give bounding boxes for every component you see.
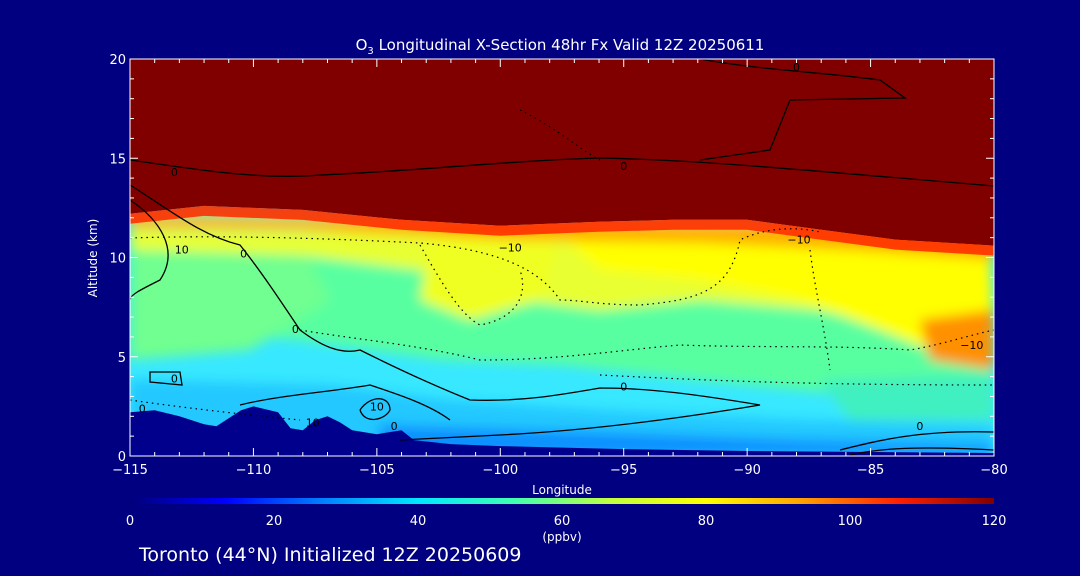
colorbar-ticks: 0 20 40 60 80 100 120 [126,514,1007,529]
plot-area: 0 0 10 0 0 0 10 10 0 −10 0 −10 0 0 −10 0 [130,59,994,456]
contour-dotted-lines [130,109,994,421]
contour-label: 0 [620,381,627,394]
contour-label: 0 [240,248,247,261]
contour-label: 10 [306,416,320,429]
colorbar-tick-label: 80 [698,514,715,529]
tropopause-transition [130,205,994,256]
blob-yellow-right [560,235,994,350]
y-axis: 0 5 10 15 20 [109,53,994,465]
colorbar-tick-label: 40 [410,514,427,529]
contour-label: 0 [620,160,627,173]
colorbar-tick-label: 100 [838,514,863,529]
contour-solid-right-low2 [849,447,994,456]
blob-green-left [130,230,330,360]
contour-solid-loop2 [149,371,183,386]
x-tick-label: −95 [610,463,637,478]
contour-dotted-1 [130,228,821,306]
contour-label: 0 [139,402,146,415]
colorbar-tick-label: 120 [982,514,1007,529]
blob-yellow-center [420,235,560,320]
blob-orange-right [920,310,994,370]
contour-label: 10 [175,244,189,257]
x-axis-label: Longitude [532,483,592,497]
contour-label: 0 [171,373,178,386]
contour-label: −10 [787,234,810,247]
y-tick-label: 20 [109,53,126,68]
y-tick-label: 15 [109,152,126,167]
contour-dotted-2 [419,244,524,326]
contour-solid-upper [130,157,994,187]
contour-dotted-3 [809,249,831,371]
colorbar [130,498,994,504]
x-tick-label: −90 [733,463,760,478]
contour-solid-left [130,184,761,441]
contour-solid-low [239,384,451,421]
x-tick-label: −100 [482,463,518,478]
contour-dotted-7 [519,109,601,161]
x-tick-label: −115 [112,463,148,478]
footer-location: Toronto (44°N) Initialized 12Z 20250609 [138,544,522,566]
stratosphere-region [130,59,994,246]
colorbar-tick-label: 60 [554,514,571,529]
contour-label: 0 [171,166,178,179]
contour-solid-left2 [130,199,169,301]
y-axis-label: Altitude (km) [86,219,100,298]
x-tick-label: −80 [980,463,1007,478]
contour-label: 10 [370,400,384,413]
colorbar-tick-label: 20 [266,514,283,529]
blob-greenish-right-low [820,375,994,420]
x-axis: −115 −110 −105 −100 −95 −90 −85 −80 [112,59,1008,478]
contour-label: −10 [960,339,983,352]
contour-solid-top [699,59,907,161]
colorbar-tick-label: 0 [126,514,134,529]
x-tick-label: −85 [857,463,884,478]
contour-lines [130,59,994,456]
contour-label: 0 [793,61,800,74]
y-tick-label: 0 [118,450,126,465]
contour-label: 0 [292,323,299,336]
y-tick-label: 10 [109,252,126,267]
colorbar-label: (ppbv) [542,530,581,544]
contour-solid-right-low [839,431,994,451]
chart-title: O3 Longitudinal X-Section 48hr Fx Valid … [356,36,765,57]
contour-label: 0 [391,420,398,433]
contour-label: 0 [916,420,923,433]
contour-solid-loop [359,398,391,421]
contour-label: −10 [499,242,522,255]
y-tick-label: 5 [118,351,126,366]
terrain [130,406,994,456]
contour-labels: 0 0 10 0 0 0 10 10 0 −10 0 −10 0 0 −10 0 [139,61,984,433]
x-tick-label: −110 [236,463,272,478]
x-tick-label: −105 [359,463,395,478]
